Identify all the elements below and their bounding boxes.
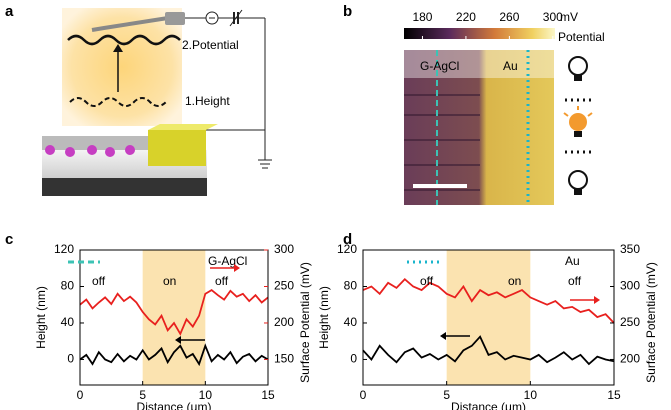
panel-label: a — [5, 3, 14, 20]
series-line — [79, 343, 269, 367]
y2-tick-label: 300 — [274, 242, 294, 256]
annotation: on — [163, 274, 176, 288]
x-tick-label: 5 — [443, 388, 450, 402]
plot-frame — [362, 249, 615, 386]
y2-tick-label: 150 — [274, 352, 294, 366]
graphene — [42, 136, 152, 150]
panel-label: d — [343, 231, 352, 248]
y2-axis-label: Surface Potential (mV) — [298, 262, 312, 383]
x-tick-label: 15 — [261, 388, 275, 402]
height-trace — [69, 97, 167, 107]
colorbar-tick-label: 300 — [543, 10, 563, 24]
y2-tick-label: 350 — [620, 242, 640, 256]
arrowhead — [440, 332, 446, 340]
y2-tick-label: 300 — [620, 279, 640, 293]
arrowhead — [594, 296, 600, 304]
x-axis-label: Distance (μm) — [451, 400, 526, 410]
panel-label: b — [343, 3, 352, 20]
x-tick-label: 0 — [360, 388, 367, 402]
on-region — [446, 250, 531, 385]
annotation: off — [420, 274, 434, 288]
region-label: Au — [503, 59, 518, 73]
substrate-base — [42, 178, 207, 196]
x-tick-label: 0 — [77, 388, 84, 402]
arrowhead — [175, 336, 181, 344]
annotation: on — [508, 274, 521, 288]
y-axis-label: Height (nm) — [317, 286, 331, 349]
plot-frame — [79, 249, 269, 386]
cantilever — [91, 16, 169, 32]
y2-tick-label: 250 — [274, 279, 294, 293]
height-label: 1.Height — [185, 94, 230, 108]
x-tick-label: 15 — [607, 388, 621, 402]
colorbar — [404, 28, 555, 39]
annotation: G-AgCl — [208, 254, 247, 268]
arrowhead — [113, 44, 123, 52]
series-line — [79, 289, 269, 336]
tip-holder — [165, 12, 185, 25]
colorbar-tick-label: 220 — [456, 10, 476, 24]
annotation: off — [215, 274, 229, 288]
image-texture — [404, 94, 480, 191]
potential-label: 2.Potential — [182, 38, 239, 52]
colorbar-tick-label: 260 — [499, 10, 519, 24]
panel-a: a 2.Potential 1.Height — [5, 3, 272, 196]
particles — [45, 145, 135, 157]
y-tick-label: 80 — [344, 279, 358, 293]
region-label: G-AgCl — [420, 59, 459, 73]
annotation: off — [568, 274, 582, 288]
bulb-on — [563, 106, 593, 137]
x-tick-label: 10 — [524, 388, 538, 402]
colorbar-unit: mV — [560, 10, 578, 24]
y2-tick-label: 200 — [620, 352, 640, 366]
y-tick-label: 0 — [67, 352, 74, 366]
y2-axis-label: Surface Potential (mV) — [644, 262, 658, 383]
x-tick-label: 10 — [199, 388, 213, 402]
series-line — [362, 335, 615, 366]
y-tick-label: 120 — [54, 242, 74, 256]
y-tick-label: 120 — [337, 242, 357, 256]
scale-bar — [413, 184, 467, 188]
annotation: off — [92, 274, 106, 288]
bulb-off — [568, 56, 588, 81]
y-tick-label: 40 — [344, 315, 358, 329]
y-tick-label: 40 — [61, 315, 75, 329]
potential-trace — [67, 34, 181, 46]
on-region — [142, 250, 206, 385]
colorbar-title: Potential — [558, 30, 605, 44]
y2-tick-label: 250 — [620, 315, 640, 329]
y-tick-label: 0 — [350, 352, 357, 366]
chart: d 0 5 10 15 0 40 80 120 200 250 300 350 Distance (μm)… — [317, 231, 658, 410]
y-axis-label: Height (nm) — [34, 286, 48, 349]
panel-label: c — [5, 231, 13, 248]
x-axis-label: Distance (μm) — [137, 400, 212, 410]
annotation: Au — [565, 254, 580, 268]
bulb-off — [568, 170, 588, 195]
capacitor — [229, 9, 243, 27]
panel-b: b mV Potential G-AgCl Au — [343, 3, 605, 205]
gold-top — [148, 124, 218, 130]
y-tick-label: 80 — [61, 279, 75, 293]
series-line — [362, 277, 615, 324]
y2-tick-label: 200 — [274, 315, 294, 329]
glow — [62, 8, 182, 126]
gold-electrode — [148, 130, 206, 166]
arrowhead — [234, 264, 240, 272]
x-tick-label: 5 — [139, 388, 146, 402]
colorbar-tick-label: 180 — [412, 10, 432, 24]
